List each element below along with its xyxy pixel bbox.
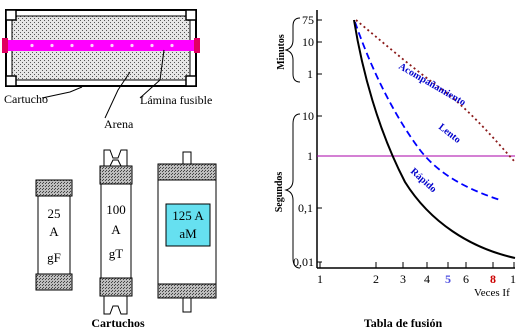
cartridge-cross-section (2, 9, 200, 87)
fuse-gf-class: gF (47, 250, 61, 265)
min-tick-1: 1 (307, 67, 313, 81)
ylabel-minutos: Minutos (276, 34, 287, 70)
x-tick-5: 5 (445, 272, 451, 286)
sec-tick-10: 10 (302, 109, 314, 123)
fuse-am: 125 A aM (157, 151, 217, 313)
sec-tick-0-1: 0,1 (298, 201, 313, 215)
xlabel-veces-if: Veces If (474, 287, 510, 299)
fuse-gt: 100 A gT (99, 149, 133, 315)
cartuchos-caption: Cartuchos (91, 316, 145, 330)
min-tick-75: 75 (302, 13, 314, 27)
label-rapido: Rápido (408, 166, 438, 195)
x-tick-4: 4 (424, 272, 430, 286)
fuse-strip (6, 40, 196, 51)
fuse-am-class: aM (179, 226, 197, 241)
x-tick-3: 3 (400, 272, 406, 286)
min-tick-10: 10 (302, 35, 314, 49)
curve-lento (354, 21, 501, 201)
fuse-gf: 25 A gF (35, 179, 73, 291)
curve-acompanamiento (355, 19, 516, 163)
x-tick-2: 2 (373, 272, 379, 286)
sec-tick-0-01: 0,01 (293, 255, 314, 269)
x-tick-6: 6 (463, 272, 469, 286)
x-tick-8: 8 (490, 272, 496, 286)
x-tick-1: 1 (317, 272, 323, 286)
fuse-gt-rating: 100 (106, 202, 126, 217)
curve-rapido (353, 19, 516, 259)
fusion-chart: 75 10 1 10 1 0,1 0,01 Minutos Segundos 1… (274, 10, 516, 299)
fuse-gt-unit: A (111, 222, 121, 237)
sec-tick-1: 1 (307, 149, 313, 163)
label-lento: Lento (436, 122, 462, 146)
fuse-gf-rating: 25 (48, 206, 61, 221)
label-acompanamiento: Acompañamiento (397, 61, 468, 108)
fuse-gt-class: gT (109, 246, 124, 261)
label-arena: Arena (104, 117, 134, 131)
x-tick-10: 1 (510, 272, 516, 286)
ylabel-segundos: Segundos (274, 172, 285, 213)
label-lamina-fusible: Lámina fusible (140, 93, 212, 107)
tabla-fusion-caption: Tabla de fusión (364, 316, 443, 330)
fuse-gf-unit: A (49, 224, 59, 239)
leader-lines (41, 49, 165, 119)
label-cartucho: Cartucho (4, 92, 48, 106)
fuse-am-rating: 125 A (172, 208, 204, 223)
